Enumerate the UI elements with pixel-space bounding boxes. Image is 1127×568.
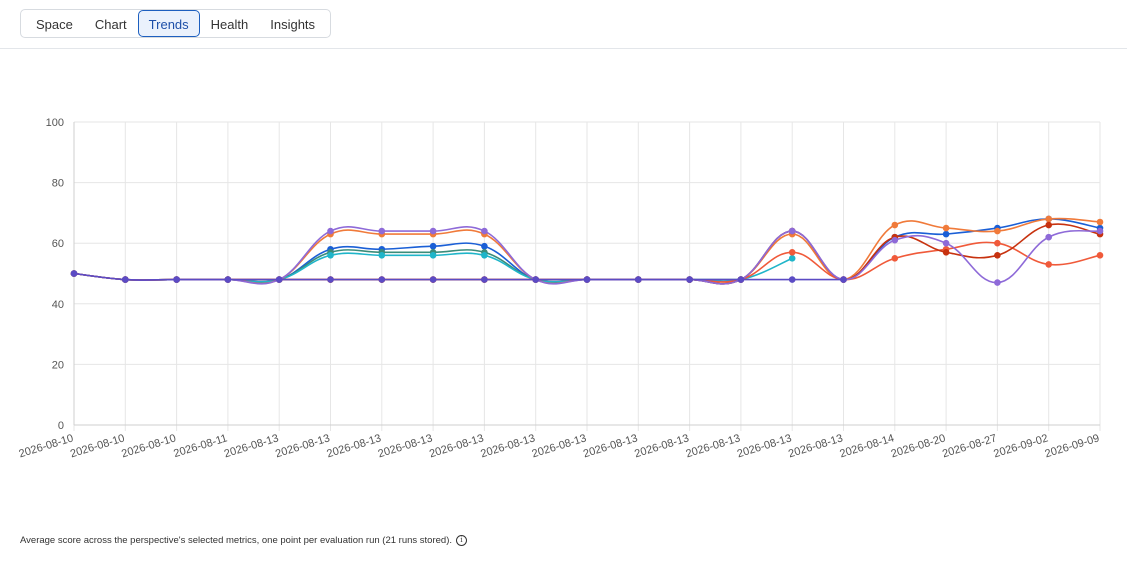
x-tick-label: 2026-08-13 xyxy=(787,432,844,460)
x-tick-label: 2026-08-13 xyxy=(325,432,382,460)
series-2-point xyxy=(327,252,334,259)
x-tick-label: 2026-08-13 xyxy=(274,432,331,460)
x-tick-label: 2026-08-13 xyxy=(736,432,793,460)
series-7-point xyxy=(840,276,847,283)
x-tick-label: 2026-08-10 xyxy=(69,432,126,460)
x-tick-label: 2026-08-14 xyxy=(838,432,895,460)
series-4-point xyxy=(891,255,899,262)
series-2-point xyxy=(378,252,386,259)
series-7-point xyxy=(378,276,386,283)
x-tick-label: 2026-08-13 xyxy=(633,432,690,460)
series-7-point xyxy=(635,276,642,283)
x-tick-label: 2026-08-10 xyxy=(120,432,177,460)
series-7-point xyxy=(275,276,283,283)
info-icon[interactable]: i xyxy=(456,535,467,546)
series-5-point xyxy=(994,252,1001,259)
x-tick-label: 2026-08-10 xyxy=(18,432,75,460)
series-6-point xyxy=(891,236,899,244)
series-2-point xyxy=(429,252,437,259)
chart-caption: Average score across the perspective's s… xyxy=(20,535,467,546)
series-0-point xyxy=(942,230,950,238)
series-7-point xyxy=(173,276,180,283)
tab-space[interactable]: Space xyxy=(36,17,73,32)
y-tick-label: 0 xyxy=(58,420,64,432)
caption-text: Average score across the perspective's s… xyxy=(20,535,452,546)
series-7-point xyxy=(224,276,232,283)
tab-insights[interactable]: Insights xyxy=(270,17,316,32)
series-7-point xyxy=(583,276,591,283)
series-7-point xyxy=(737,276,745,283)
x-tick-label: 2026-08-13 xyxy=(428,432,485,460)
series-4-point xyxy=(788,248,796,256)
series-7-line xyxy=(73,272,844,281)
tab-health[interactable]: Health xyxy=(210,17,249,32)
y-tick-label: 20 xyxy=(52,359,64,371)
x-tick-label: 2026-09-09 xyxy=(1044,432,1101,460)
x-tick-label: 2026-08-13 xyxy=(684,432,741,460)
header-divider xyxy=(0,48,1127,49)
y-tick-label: 60 xyxy=(52,238,64,250)
series-7-point xyxy=(122,276,129,283)
x-tick-label: 2026-08-13 xyxy=(223,432,280,460)
series-7-point xyxy=(429,276,437,283)
x-tick-label: 2026-08-13 xyxy=(479,432,536,460)
series-3-point xyxy=(1096,218,1104,226)
series-3-point xyxy=(994,227,1001,235)
series-0-point xyxy=(429,242,437,250)
series-4-point xyxy=(1096,252,1104,259)
series-2-point xyxy=(788,255,796,262)
series-4-point xyxy=(1045,261,1052,268)
x-tick-label: 2026-08-13 xyxy=(377,432,434,460)
series-7-point xyxy=(327,276,334,283)
x-tick-label: 2026-08-20 xyxy=(890,432,947,460)
series-7-point xyxy=(788,276,796,283)
x-tick-label: 2026-08-13 xyxy=(582,432,639,460)
x-tick-label: 2026-08-27 xyxy=(941,432,998,460)
series-6-point xyxy=(788,227,796,235)
y-tick-label: 80 xyxy=(52,178,64,190)
tab-trends[interactable]: Trends xyxy=(137,10,200,37)
series-4-point xyxy=(994,239,1001,247)
view-tabs: Space Chart Trends Health Insights xyxy=(20,9,332,38)
series-7-point xyxy=(481,276,488,283)
series-3-point xyxy=(942,224,950,232)
series-6-point xyxy=(942,239,950,247)
series-3-point xyxy=(1045,215,1052,223)
series-7-point xyxy=(70,270,78,277)
x-tick-label: 2026-08-11 xyxy=(172,432,229,460)
series-7-point xyxy=(686,276,693,283)
x-tick-label: 2026-08-13 xyxy=(531,432,588,460)
series-6-point xyxy=(327,227,334,235)
y-tick-label: 40 xyxy=(52,299,64,311)
trends-line-chart: 0204060801002026-08-102026-08-102026-08-… xyxy=(18,117,1104,460)
series-6-point xyxy=(378,227,386,235)
series-5-point xyxy=(942,248,950,256)
series-0-point xyxy=(481,242,488,250)
y-tick-label: 100 xyxy=(46,117,64,129)
series-2-point xyxy=(481,252,488,259)
series-6-point xyxy=(1096,227,1104,235)
tab-chart[interactable]: Chart xyxy=(94,17,127,32)
series-6-point xyxy=(481,227,488,235)
series-6-point xyxy=(1045,233,1052,241)
x-tick-label: 2026-09-02 xyxy=(992,432,1049,460)
series-5-point xyxy=(1045,221,1052,229)
series-3-point xyxy=(891,221,899,229)
series-7-point xyxy=(532,276,539,283)
series-6-point xyxy=(429,227,437,235)
series-6-point xyxy=(994,279,1001,286)
